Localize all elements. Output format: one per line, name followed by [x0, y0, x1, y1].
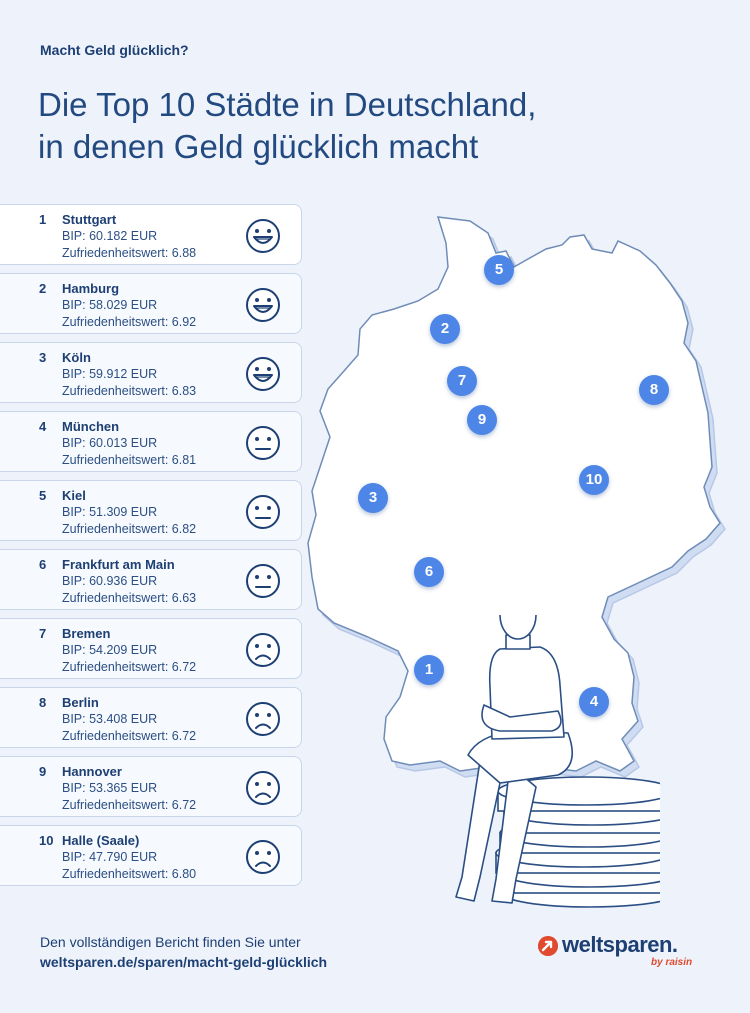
- ranking-row-5: 5 Kiel BIP: 51.309 EUR Zufriedenheitswer…: [0, 480, 302, 541]
- rank-number: 4: [39, 419, 47, 434]
- sad-face-icon: [246, 702, 280, 736]
- page-title: Die Top 10 Städte in Deutschland, in den…: [38, 84, 536, 168]
- sad-face-icon: [246, 840, 280, 874]
- rank-number: 1: [39, 212, 47, 227]
- ranking-row-8: 8 Berlin BIP: 53.408 EUR Zufriedenheitsw…: [0, 687, 302, 748]
- city-bip: BIP: 53.365 EUR: [62, 781, 158, 795]
- map-pin-3: 3: [358, 483, 388, 513]
- city-score: Zufriedenheitswert: 6.88: [62, 246, 197, 260]
- map-pin-1: 1: [414, 655, 444, 685]
- city-bip: BIP: 54.209 EUR: [62, 643, 158, 657]
- map-pin-10: 10: [579, 465, 609, 495]
- city-name: München: [62, 419, 120, 434]
- map-pin-2: 2: [430, 314, 460, 344]
- city-name: Berlin: [62, 695, 99, 710]
- ranking-row-1: 1 Stuttgart BIP: 60.182 EUR Zufriedenhei…: [0, 204, 302, 265]
- footer-link[interactable]: weltsparen.de/sparen/macht-geld-glücklic…: [40, 954, 328, 970]
- map-pin-5: 5: [484, 255, 514, 285]
- rank-number: 2: [39, 281, 47, 296]
- map-pin-9: 9: [467, 405, 497, 435]
- city-score: Zufriedenheitswert: 6.83: [62, 384, 197, 398]
- city-bip: BIP: 60.936 EUR: [62, 574, 158, 588]
- title-line-2: in denen Geld glücklich macht: [38, 128, 479, 165]
- ranking-row-4: 4 München BIP: 60.013 EUR Zufriedenheits…: [0, 411, 302, 472]
- city-name: Frankfurt am Main: [62, 557, 175, 572]
- footer-text: Den vollständigen Bericht finden Sie unt…: [40, 934, 301, 950]
- city-name: Köln: [62, 350, 91, 365]
- city-score: Zufriedenheitswert: 6.92: [62, 315, 197, 329]
- city-bip: BIP: 58.029 EUR: [62, 298, 158, 312]
- ranking-row-9: 9 Hannover BIP: 53.365 EUR Zufriedenheit…: [0, 756, 302, 817]
- brand-name: weltsparen.: [562, 932, 678, 957]
- ranking-row-3: 3 Köln BIP: 59.912 EUR Zufriedenheitswer…: [0, 342, 302, 403]
- neutral-face-icon: [246, 564, 280, 598]
- footer: Den vollständigen Bericht finden Sie unt…: [40, 934, 327, 970]
- rank-number: 6: [39, 557, 47, 572]
- sad-face-icon: [246, 771, 280, 805]
- city-name: Halle (Saale): [62, 833, 140, 848]
- rank-number: 5: [39, 488, 47, 503]
- ranking-row-6: 6 Frankfurt am Main BIP: 60.936 EUR Zufr…: [0, 549, 302, 610]
- sad-face-icon: [246, 633, 280, 667]
- rank-number: 7: [39, 626, 47, 641]
- city-bip: BIP: 59.912 EUR: [62, 367, 158, 381]
- brand-byline: by raisin: [651, 957, 693, 968]
- big-smile-icon: [246, 357, 280, 391]
- rank-number: 9: [39, 764, 47, 779]
- city-score: Zufriedenheitswert: 6.63: [62, 591, 197, 605]
- rank-number: 8: [39, 695, 47, 710]
- city-score: Zufriedenheitswert: 6.72: [62, 660, 197, 674]
- rank-number: 3: [39, 350, 47, 365]
- germany-outline: [307, 216, 726, 780]
- city-score: Zufriedenheitswert: 6.72: [62, 729, 197, 743]
- city-bip: BIP: 47.790 EUR: [62, 850, 158, 864]
- city-bip: BIP: 51.309 EUR: [62, 505, 158, 519]
- big-smile-icon: [246, 219, 280, 253]
- germany-map: 5 2 7 9 8 10 3 6 1 4: [300, 205, 750, 925]
- city-name: Bremen: [62, 626, 111, 641]
- ranking-row-7: 7 Bremen BIP: 54.209 EUR Zufriedenheitsw…: [0, 618, 302, 679]
- city-bip: BIP: 53.408 EUR: [62, 712, 158, 726]
- city-bip: BIP: 60.182 EUR: [62, 229, 158, 243]
- city-name: Hannover: [62, 764, 122, 779]
- ranking-row-2: 2 Hamburg BIP: 58.029 EUR Zufriedenheits…: [0, 273, 302, 334]
- city-score: Zufriedenheitswert: 6.81: [62, 453, 197, 467]
- map-pin-7: 7: [447, 366, 477, 396]
- weltsparen-logo: weltsparen. by raisin: [538, 932, 718, 972]
- brand-arrow-icon: [538, 936, 558, 956]
- city-name: Kiel: [62, 488, 86, 503]
- map-pin-6: 6: [414, 557, 444, 587]
- title-line-1: Die Top 10 Städte in Deutschland,: [38, 86, 537, 123]
- city-name: Stuttgart: [62, 212, 117, 227]
- page-kicker: Macht Geld glücklich?: [40, 42, 189, 58]
- city-name: Hamburg: [62, 281, 120, 296]
- coin-stack-illustration: [455, 615, 660, 908]
- neutral-face-icon: [246, 495, 280, 529]
- city-score: Zufriedenheitswert: 6.72: [62, 798, 197, 812]
- neutral-face-icon: [246, 426, 280, 460]
- rank-number: 10: [39, 833, 54, 848]
- big-smile-icon: [246, 288, 280, 322]
- ranking-row-10: 10 Halle (Saale) BIP: 47.790 EUR Zufried…: [0, 825, 302, 886]
- city-bip: BIP: 60.013 EUR: [62, 436, 158, 450]
- city-score: Zufriedenheitswert: 6.80: [62, 867, 197, 881]
- map-pin-8: 8: [639, 375, 669, 405]
- map-pin-4: 4: [579, 687, 609, 717]
- city-score: Zufriedenheitswert: 6.82: [62, 522, 197, 536]
